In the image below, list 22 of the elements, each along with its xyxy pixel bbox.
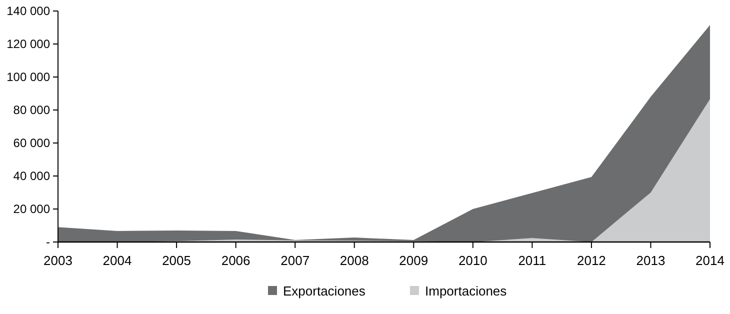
legend-label: Importaciones <box>425 284 508 299</box>
y-tick-label: 100 000 <box>6 70 50 84</box>
x-tick-label: 2012 <box>576 253 606 268</box>
legend-label: Exportaciones <box>283 284 366 299</box>
x-tick-label: 2004 <box>102 253 132 268</box>
y-tick-label: 40 000 <box>13 169 50 184</box>
y-tick-label: 140 000 <box>6 4 50 18</box>
x-tick-label: 2006 <box>221 253 250 268</box>
x-tick-label: 2007 <box>280 253 310 268</box>
y-tick-label: 120 000 <box>6 37 50 52</box>
y-tick-label: 60 000 <box>13 136 50 150</box>
y-tick-label: - <box>46 235 50 250</box>
x-tick-label: 2009 <box>399 253 428 268</box>
x-tick-label: 2003 <box>44 253 72 268</box>
y-tick-label: 80 000 <box>13 103 50 118</box>
y-tick-label: 20 000 <box>13 202 50 216</box>
x-tick-label: 2014 <box>696 253 724 268</box>
x-tick-label: 2011 <box>518 253 546 268</box>
x-tick-label: 2010 <box>458 253 488 268</box>
x-tick-label: 2008 <box>340 253 369 268</box>
x-tick-label: 2013 <box>636 253 666 268</box>
x-tick-label: 2005 <box>162 253 192 268</box>
